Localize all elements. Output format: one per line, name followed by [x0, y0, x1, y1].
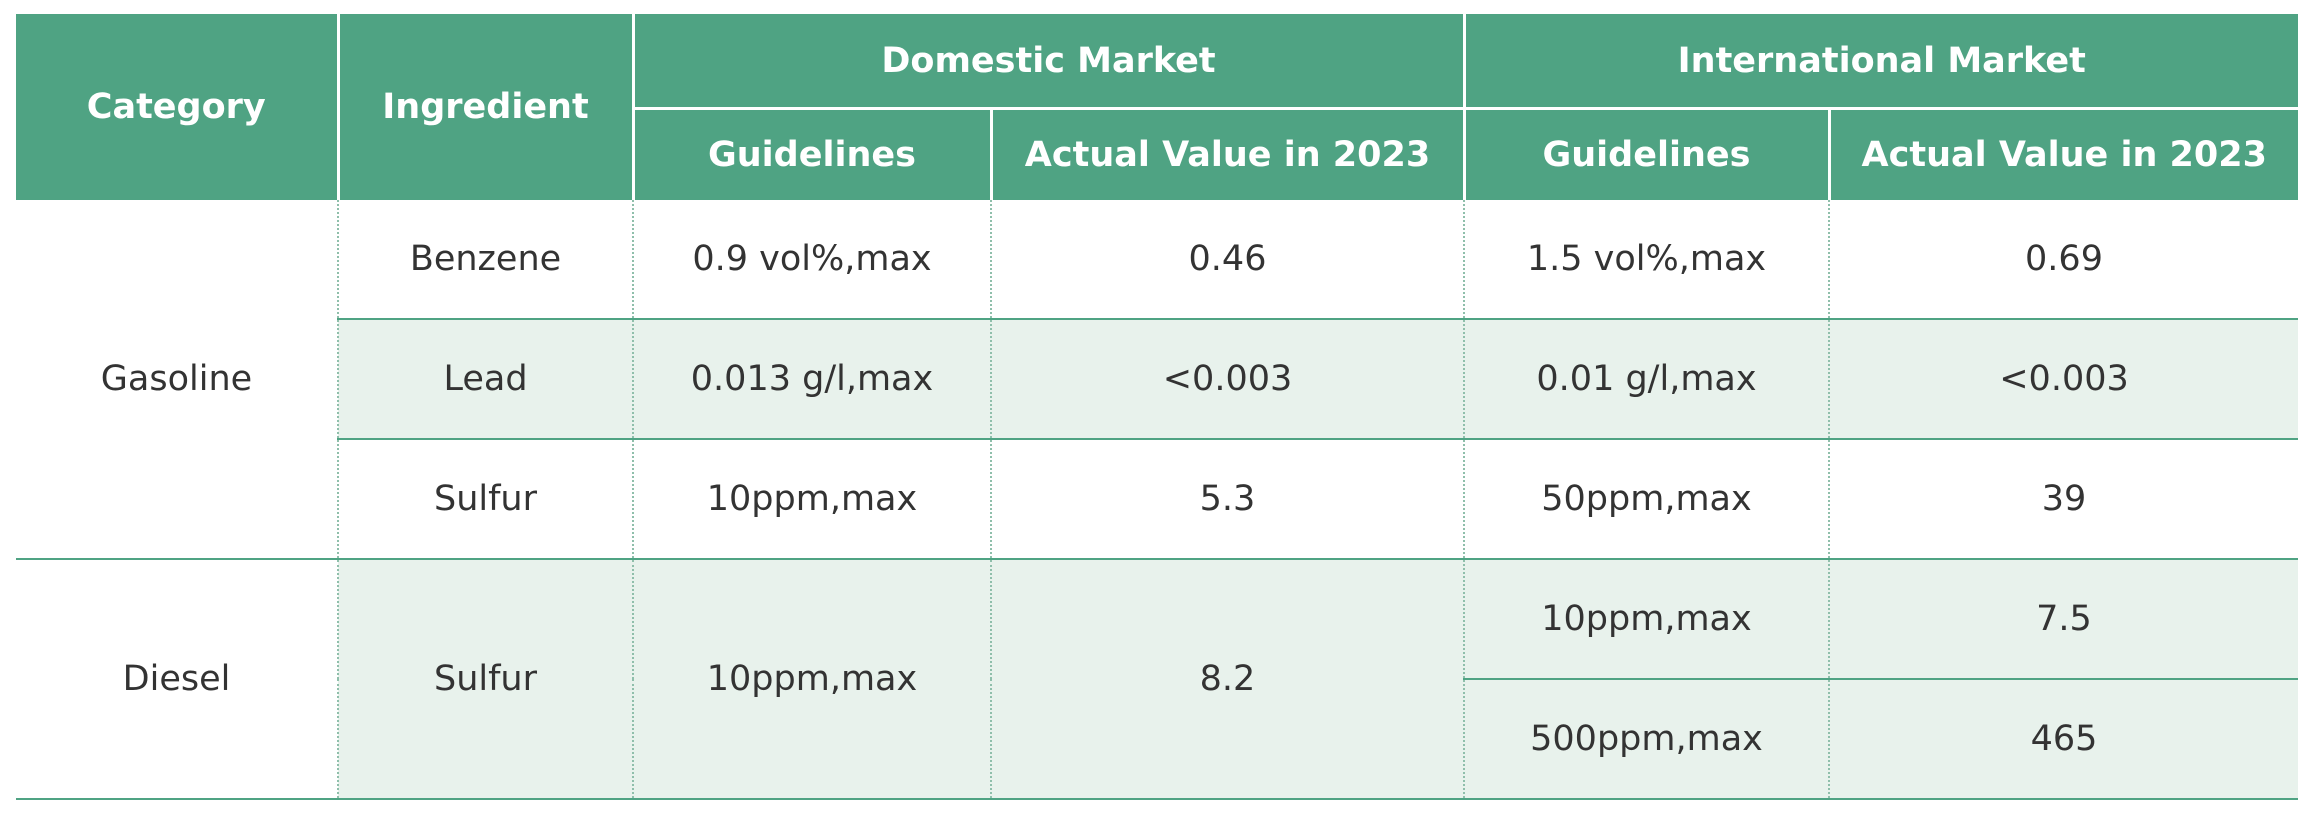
cell-domestic-guideline: 0.013 g/l,max — [632, 318, 991, 439]
fuel-quality-table-container: Category Ingredient Domestic Market Inte… — [16, 14, 2298, 800]
cell-international-guideline: 50ppm,max — [1463, 438, 1829, 559]
cell-category-diesel: Diesel — [16, 558, 338, 800]
cell-international-actual: 465 — [1828, 678, 2298, 800]
table-row-gasoline-sulfur: Sulfur 10ppm,max 5.3 50ppm,max 39 — [16, 438, 2298, 559]
header-international-guidelines: Guidelines — [1462, 108, 1829, 200]
cell-international-actual: 7.5 — [1828, 558, 2298, 679]
cell-domestic-actual: 5.3 — [990, 438, 1464, 559]
table-row-gasoline-lead: Lead 0.013 g/l,max <0.003 0.01 g/l,max <… — [16, 318, 2298, 439]
table-row-diesel-sulfur-2: 500ppm,max 465 — [16, 678, 2298, 800]
header-domestic-actual: Actual Value in 2023 — [989, 108, 1464, 200]
header-international-market: International Market — [1462, 14, 2298, 110]
cell-ingredient: Lead — [337, 318, 633, 439]
fuel-quality-table: Category Ingredient Domestic Market Inte… — [16, 14, 2298, 800]
header-category: Category — [16, 14, 338, 200]
cell-domestic-actual: <0.003 — [990, 318, 1464, 439]
cell-domestic-guideline: 0.9 vol%,max — [632, 200, 991, 319]
cell-international-actual: 39 — [1828, 438, 2298, 559]
cell-domestic-guideline: 10ppm,max — [632, 438, 991, 559]
cell-international-guideline: 1.5 vol%,max — [1463, 200, 1829, 319]
cell-international-actual: 0.69 — [1828, 200, 2298, 319]
header-domestic-market: Domestic Market — [631, 14, 1464, 110]
cell-domestic-actual: 8.2 — [990, 558, 1464, 800]
cell-domestic-actual: 0.46 — [990, 200, 1464, 319]
table-body: Gasoline Benzene 0.9 vol%,max 0.46 1.5 v… — [16, 200, 2298, 800]
cell-ingredient: Sulfur — [337, 558, 633, 800]
cell-international-actual: <0.003 — [1828, 318, 2298, 439]
header-domestic-guidelines: Guidelines — [631, 108, 991, 200]
table-row-gasoline-benzene: Gasoline Benzene 0.9 vol%,max 0.46 1.5 v… — [16, 200, 2298, 559]
header-ingredient: Ingredient — [336, 14, 633, 200]
cell-international-guideline: 10ppm,max — [1463, 558, 1829, 679]
cell-international-guideline: 0.01 g/l,max — [1463, 318, 1829, 439]
cell-ingredient: Sulfur — [337, 438, 633, 559]
cell-international-guideline: 500ppm,max — [1463, 678, 1829, 800]
header-international-actual: Actual Value in 2023 — [1827, 108, 2298, 200]
table-header: Category Ingredient Domestic Market Inte… — [16, 14, 2298, 200]
table-row-diesel-sulfur-1: Diesel Sulfur 10ppm,max 8.2 10ppm,max 7.… — [16, 558, 2298, 800]
cell-category-gasoline: Gasoline — [16, 200, 338, 559]
cell-domestic-guideline: 10ppm,max — [632, 558, 991, 800]
cell-ingredient: Benzene — [337, 200, 633, 319]
